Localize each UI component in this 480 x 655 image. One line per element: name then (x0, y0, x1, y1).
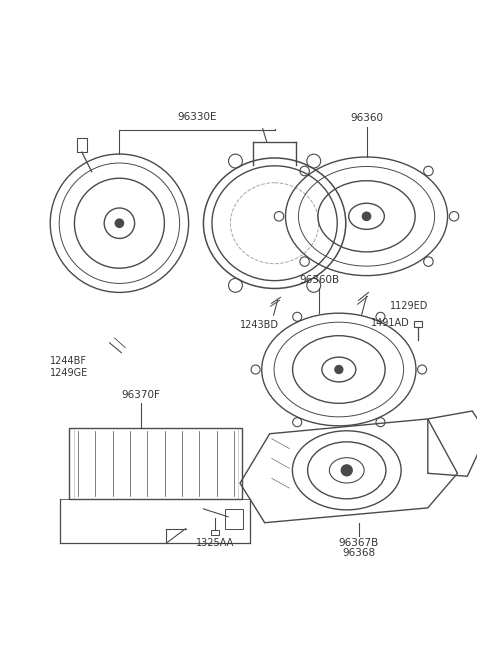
Text: 1325AA: 1325AA (196, 538, 234, 548)
Text: 96370F: 96370F (122, 390, 161, 400)
Text: 1491AD: 1491AD (371, 318, 409, 328)
Circle shape (115, 218, 124, 228)
Text: 96330E: 96330E (177, 113, 217, 122)
Text: 96368: 96368 (342, 548, 375, 559)
Text: 1129ED: 1129ED (390, 301, 429, 311)
Text: 1243BD: 1243BD (240, 320, 279, 330)
Bar (414, 321, 422, 327)
Text: 96360: 96360 (350, 113, 383, 123)
Bar (211, 530, 219, 534)
Text: 96367B: 96367B (338, 538, 379, 548)
Bar (70, 428, 242, 499)
Text: 1249GE: 1249GE (50, 367, 88, 377)
Circle shape (362, 212, 371, 221)
Bar (77, 138, 87, 152)
Text: 1244BF: 1244BF (50, 356, 87, 365)
Text: 96360B: 96360B (299, 276, 339, 286)
Circle shape (341, 465, 352, 476)
Bar (225, 509, 243, 529)
Circle shape (335, 365, 343, 373)
